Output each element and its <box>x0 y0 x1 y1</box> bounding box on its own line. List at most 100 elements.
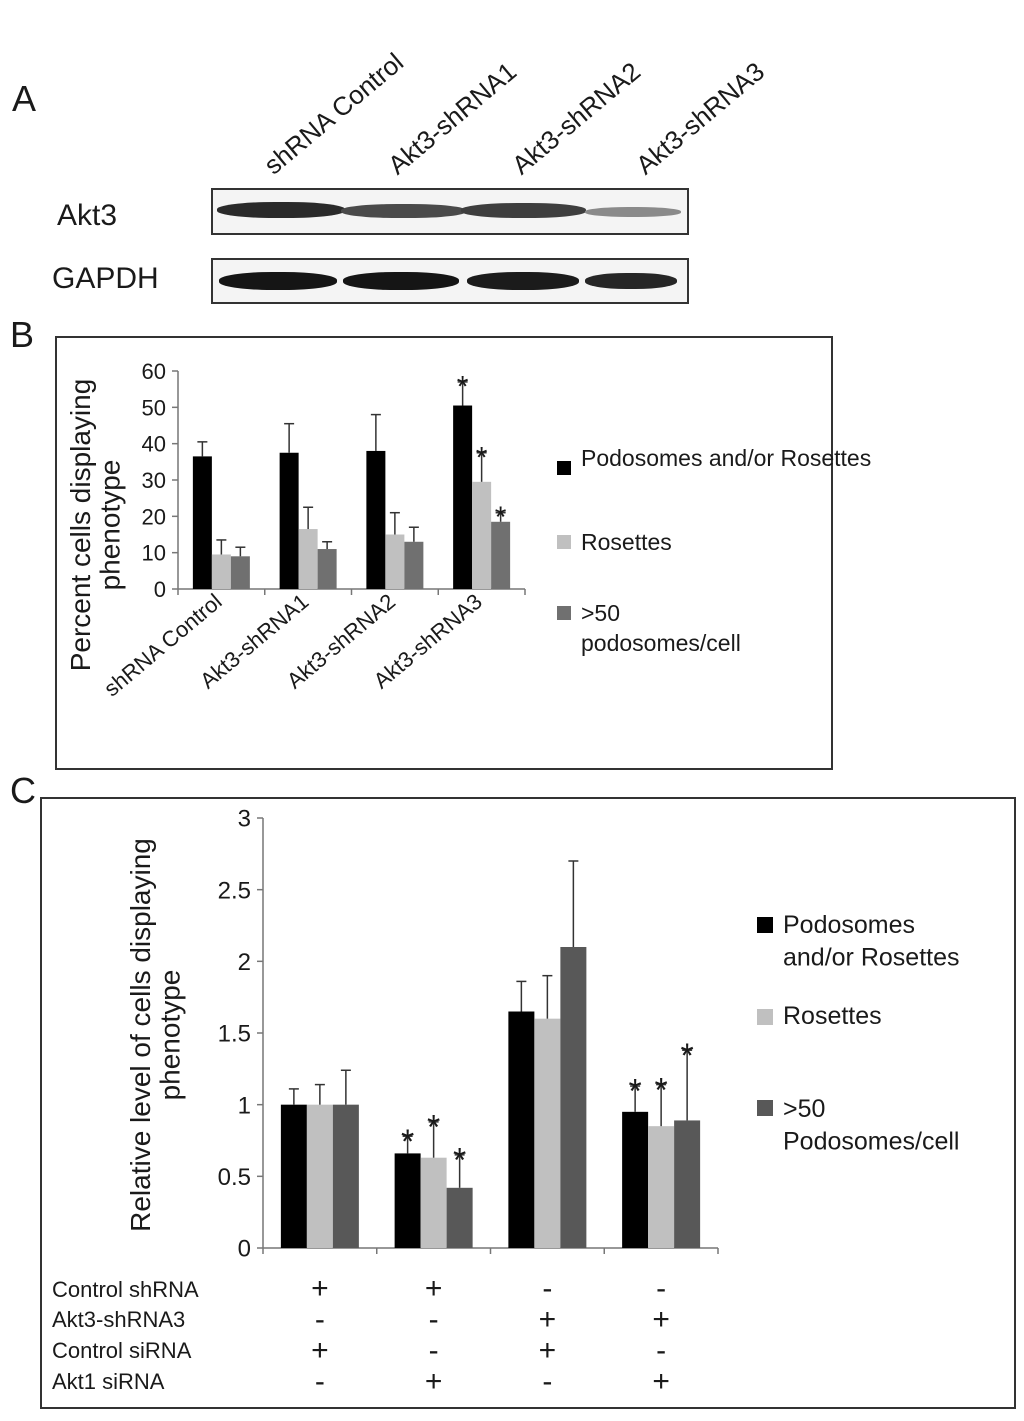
bar <box>366 450 386 589</box>
bar <box>298 529 318 589</box>
bar <box>306 1104 333 1248</box>
y-tick-label: 60 <box>142 359 166 384</box>
condition-sign: + <box>652 1303 670 1336</box>
bar <box>446 1187 473 1248</box>
legend-swatch <box>557 606 571 620</box>
y-axis-title-line: phenotype <box>154 970 185 1101</box>
y-tick-label: 50 <box>142 395 166 420</box>
bar <box>230 556 250 589</box>
band-gapdh-lane4 <box>585 273 677 289</box>
chart-b-frame <box>55 336 833 770</box>
band-akt3-lane2 <box>341 204 466 218</box>
bar <box>332 1104 359 1248</box>
condition-sign: - <box>314 1365 325 1398</box>
condition-sign: + <box>424 1365 443 1398</box>
significance-star: * <box>476 441 488 474</box>
bar <box>404 541 424 589</box>
blot-strip-gapdh <box>211 258 689 304</box>
y-tick-label: 10 <box>142 541 166 566</box>
y-axis-title-line: Relative level of cells displaying <box>125 838 156 1232</box>
bar <box>211 554 231 589</box>
bar <box>192 456 212 589</box>
legend-swatch <box>757 1100 773 1116</box>
significance-star: * <box>453 1142 466 1180</box>
legend-label: >50 <box>783 1095 825 1123</box>
y-tick-label: 0.5 <box>218 1164 251 1191</box>
significance-star: * <box>401 1123 414 1161</box>
y-tick-label: 3 <box>238 806 251 833</box>
bar <box>491 521 511 589</box>
legend-swatch <box>557 461 571 475</box>
legend-label: Rosettes <box>581 529 672 555</box>
y-tick-label: 1 <box>238 1092 251 1119</box>
y-axis-title-line: Percent cells displaying <box>65 379 96 672</box>
y-tick-label: 0 <box>238 1236 251 1263</box>
y-tick-label: 2 <box>238 949 251 976</box>
y-tick-label: 30 <box>142 468 166 493</box>
condition-sign: + <box>424 1272 443 1305</box>
condition-sign: - <box>428 1303 439 1336</box>
chart-c-frame <box>40 797 1016 1409</box>
y-axis-title: Percent cells displayingphenotype <box>65 379 125 672</box>
condition-sign: + <box>311 1272 329 1305</box>
bar <box>648 1126 675 1248</box>
legend-label: Rosettes <box>783 1002 882 1030</box>
legend-label: Podosomes/cell <box>783 1128 959 1156</box>
y-tick-label: 1.5 <box>218 1021 251 1048</box>
bar <box>472 481 492 589</box>
y-tick-label: 2.5 <box>218 877 251 904</box>
condition-sign: - <box>314 1303 325 1336</box>
condition-sign: + <box>311 1334 329 1367</box>
bar <box>560 947 587 1248</box>
y-tick-label: 0 <box>154 577 166 602</box>
panel-c-letter: C <box>10 770 36 811</box>
legend-label: and/or Rosettes <box>783 944 960 972</box>
condition-sign: - <box>428 1334 439 1367</box>
y-tick-label: 40 <box>142 432 166 457</box>
significance-star: * <box>655 1071 668 1109</box>
bar <box>420 1157 447 1248</box>
y-axis-title: Relative level of cells displayingphenot… <box>125 838 185 1232</box>
condition-row-label-1: Control shRNA <box>52 1277 199 1302</box>
bar <box>279 452 299 589</box>
bar <box>317 549 337 589</box>
legend-label: podosomes/cell <box>581 630 741 656</box>
condition-sign: + <box>652 1365 670 1398</box>
significance-star: * <box>495 501 507 534</box>
band-gapdh-lane1 <box>219 272 337 290</box>
band-akt3-lane3 <box>461 203 586 218</box>
significance-star: * <box>457 370 469 403</box>
bar <box>674 1120 701 1248</box>
band-akt3-lane4 <box>585 207 681 217</box>
y-axis-title-line: phenotype <box>94 460 125 591</box>
legend-swatch <box>757 1009 773 1025</box>
bar <box>534 1018 561 1248</box>
condition-sign: - <box>656 1334 667 1367</box>
condition-sign: - <box>542 1272 553 1305</box>
condition-row-label-4: Akt1 siRNA <box>52 1369 165 1394</box>
significance-star: * <box>681 1037 694 1075</box>
significance-star: * <box>427 1109 440 1147</box>
band-akt3-lane1 <box>217 202 345 218</box>
blot-row-label-gapdh: GAPDH <box>52 262 159 295</box>
condition-sign: - <box>656 1272 667 1305</box>
bar <box>622 1111 649 1248</box>
condition-sign: + <box>538 1334 557 1367</box>
bar <box>385 534 405 589</box>
condition-row-label-2: Akt3-shRNA3 <box>52 1307 186 1332</box>
panel-a-letter: A <box>12 78 37 119</box>
bar <box>453 405 473 589</box>
bar <box>508 1011 535 1248</box>
band-gapdh-lane2 <box>343 272 459 290</box>
blot-row-label-akt3: Akt3 <box>57 199 118 232</box>
band-gapdh-lane3 <box>467 272 579 290</box>
legend-swatch <box>557 535 571 549</box>
legend-label: >50 <box>581 600 620 626</box>
legend-label: Podosomes and/or Rosettes <box>581 445 871 471</box>
condition-sign: + <box>538 1303 557 1336</box>
legend-label: Podosomes <box>783 911 915 939</box>
blot-strip-akt3 <box>211 188 689 235</box>
condition-row-label-3: Control siRNA <box>52 1338 192 1363</box>
